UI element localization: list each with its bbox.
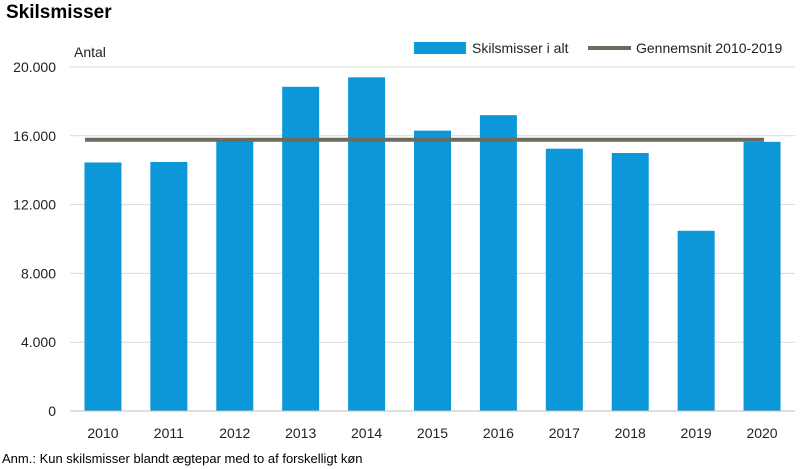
y-tick-label: 16.000 [13, 128, 56, 144]
legend-label-bars: Skilsmisser i alt [472, 40, 569, 56]
bar-2018 [611, 153, 649, 411]
x-tick-label: 2013 [285, 425, 316, 441]
legend-swatch-bars [414, 42, 466, 54]
bar-2017 [545, 148, 583, 411]
bar-2014 [348, 77, 386, 411]
y-tick-label: 12.000 [13, 197, 56, 213]
footnote: Anm.: Kun skilsmisser blandt ægtepar med… [2, 451, 363, 466]
y-tick-label: 8.000 [21, 265, 56, 281]
bar-2020 [743, 141, 781, 411]
x-tick-label: 2017 [549, 425, 580, 441]
bar-2010 [84, 162, 122, 411]
x-tick-label: 2010 [87, 425, 118, 441]
bar-2011 [150, 161, 188, 411]
legend: Skilsmisser i alt Gennemsnit 2010-2019 [414, 40, 783, 56]
axes: 0 4.000 8.000 12.000 16.000 20.000 2010 2011 201… [13, 59, 795, 441]
x-tick-label: 2012 [219, 425, 250, 441]
x-tick-label: 2014 [351, 425, 382, 441]
bar-2012 [216, 140, 254, 411]
x-tick-label: 2018 [615, 425, 646, 441]
bars [84, 77, 781, 411]
x-tick-label: 2019 [681, 425, 712, 441]
x-tick-label: 2020 [746, 425, 777, 441]
bar-2016 [479, 115, 517, 411]
legend-label-line: Gennemsnit 2010-2019 [636, 40, 783, 56]
y-tick-label: 0 [48, 403, 56, 419]
y-tick-label: 20.000 [13, 59, 56, 75]
x-tick-label: 2011 [154, 425, 184, 441]
bar-2015 [414, 130, 451, 411]
y-axis-label: Antal [74, 44, 106, 60]
chart-title: Skilsmisser [6, 2, 112, 23]
x-tick-label: 2016 [483, 425, 514, 441]
bar-2013 [282, 86, 320, 411]
y-tick-label: 4.000 [21, 334, 56, 350]
x-tick-label: 2015 [417, 425, 448, 441]
bar-2019 [677, 230, 715, 411]
